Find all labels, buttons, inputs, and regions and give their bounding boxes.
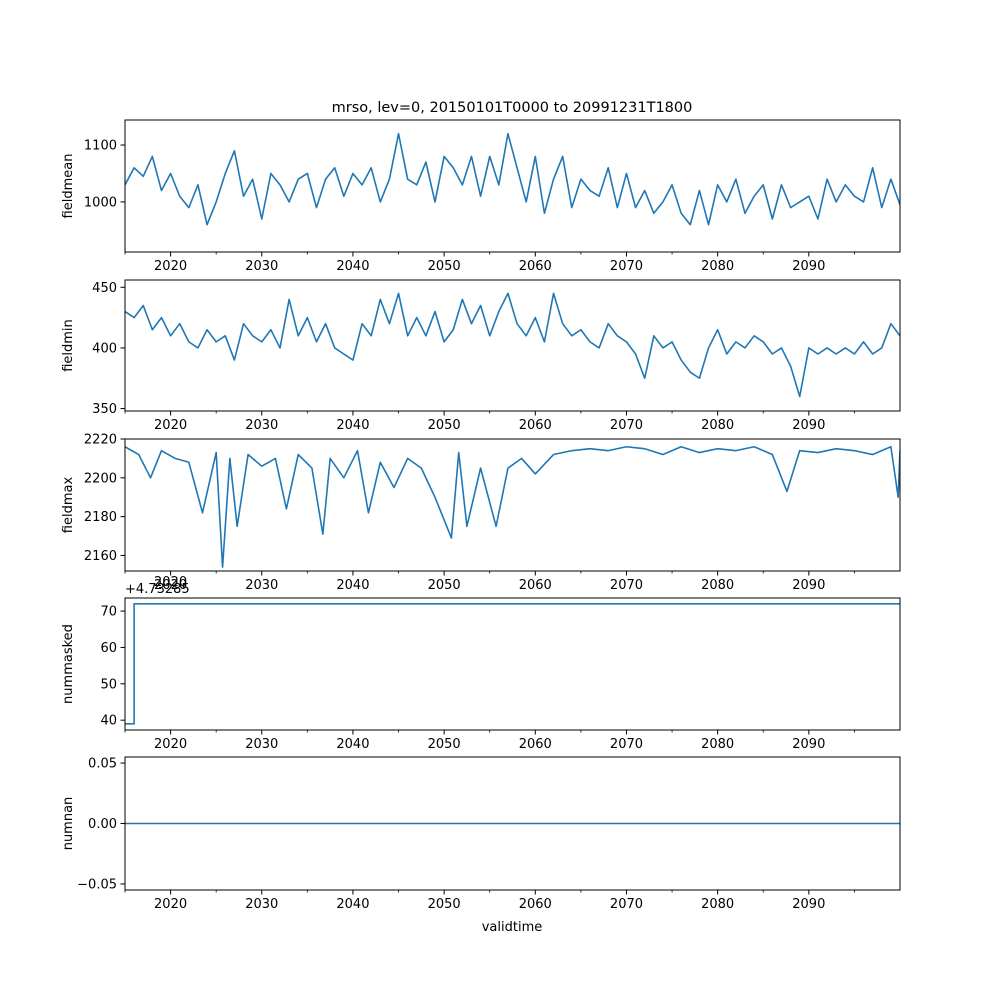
x-tick-label: 2050: [428, 897, 461, 912]
subplot-fieldmean: 2020 2030 2040 2050 2060 2070 2080 2090 1000 1100…: [61, 119, 901, 274]
x-tick-label: 2040: [336, 418, 369, 433]
y-axis-label: numnan: [61, 797, 76, 851]
y-tick-label: 2220: [84, 433, 117, 448]
subplots: 2020 2030 2040 2050 2060 2070 2080 2090 1000 1100…: [61, 119, 901, 912]
x-tick-label: 2080: [701, 897, 734, 912]
x-tick-label: 2030: [245, 418, 278, 433]
y-axis-label: fieldmin: [61, 319, 76, 372]
x-tick-label: 2090: [792, 259, 825, 274]
y-tick-label: 450: [92, 281, 117, 296]
x-tick-label: 2040: [336, 259, 369, 274]
subplot-fieldmin: 2020 2030 2040 2050 2060 2070 2080 2090 350 400 45…: [61, 279, 901, 433]
x-tick-label: 2030: [245, 897, 278, 912]
y-axis-label: fieldmax: [61, 477, 76, 534]
axes-frame: [124, 119, 901, 253]
x-tick-label: 2020: [154, 418, 187, 433]
x-tick-label: 2090: [792, 418, 825, 433]
y-tick-label: 60: [100, 641, 117, 656]
x-tick-label: 2050: [428, 578, 461, 593]
x-tick-label: 2080: [701, 418, 734, 433]
subplot-nummasked: 2020 2030 2040 2050 2060 2070 2080 2090 40 50 60 70…: [61, 575, 901, 752]
x-tick-label: 2020: [154, 737, 187, 752]
x-tick-label: 2020: [154, 259, 187, 274]
x-tick-label: 2050: [428, 259, 461, 274]
x-tick-label: 2070: [610, 259, 643, 274]
x-tick-label: 2040: [336, 897, 369, 912]
y-tick-label: 40: [100, 714, 117, 729]
x-tick-label: 2040: [336, 578, 369, 593]
y-offset-label: +4.73285: [125, 582, 190, 597]
x-tick-label: 2060: [519, 418, 552, 433]
y-tick-label: 2180: [84, 510, 117, 525]
x-tick-label: 2030: [245, 578, 278, 593]
series-line-nummasked: [125, 603, 900, 725]
x-tick-label: 2060: [519, 737, 552, 752]
x-tick-label: 2070: [610, 897, 643, 912]
series-line-fieldmean: [125, 132, 900, 226]
axes-frame: [124, 438, 901, 572]
x-tick-label: 2060: [519, 259, 552, 274]
x-tick-label: 2070: [610, 578, 643, 593]
y-tick-label: 2200: [84, 471, 117, 486]
x-tick-label: 2020: [154, 897, 187, 912]
x-tick-label: 2080: [701, 737, 734, 752]
y-tick-label: 50: [100, 677, 117, 692]
x-tick-label: 2080: [701, 578, 734, 593]
x-tick-label: 2060: [519, 578, 552, 593]
y-tick-label: 350: [92, 402, 117, 417]
y-tick-label: 0.05: [88, 757, 117, 772]
x-tick-label: 2060: [519, 897, 552, 912]
axes-frame: [124, 279, 901, 412]
x-axis-label: validtime: [482, 920, 543, 935]
x-tick-label: 2090: [792, 897, 825, 912]
subplot-numnan: 2020 2030 2040 2050 2060 2070 2080 2090 −0.05 0.0…: [61, 756, 901, 912]
y-tick-label: 70: [100, 605, 117, 620]
subplot-fieldmax: 2020 2030 2040 2050 2060 2070 2080 2090 2160 2180…: [61, 433, 901, 593]
y-tick-label: −0.05: [77, 877, 117, 892]
y-axis-label: fieldmean: [61, 154, 76, 219]
y-tick-label: 1000: [84, 195, 117, 210]
y-tick-label: 0.00: [88, 817, 117, 832]
x-tick-label: 2070: [610, 737, 643, 752]
y-tick-label: 2160: [84, 549, 117, 564]
axes-frame: [124, 597, 901, 731]
x-tick-label: 2020: [154, 578, 187, 593]
series-line-fieldmin: [125, 292, 900, 398]
overlapping-tick-label: 2020: [154, 575, 187, 590]
series-line-fieldmax: [125, 445, 900, 568]
y-tick-label: 1100: [84, 139, 117, 154]
x-tick-label: 2030: [245, 737, 278, 752]
y-tick-label: 400: [92, 341, 117, 356]
y-axis-label: nummasked: [61, 624, 76, 704]
x-tick-label: 2080: [701, 259, 734, 274]
x-tick-label: 2090: [792, 578, 825, 593]
x-tick-label: 2050: [428, 418, 461, 433]
figure-title: mrso, lev=0, 20150101T0000 to 20991231T1…: [332, 100, 693, 116]
x-tick-label: 2090: [792, 737, 825, 752]
x-tick-label: 2030: [245, 259, 278, 274]
x-tick-label: 2040: [336, 737, 369, 752]
x-tick-label: 2070: [610, 418, 643, 433]
x-tick-label: 2050: [428, 737, 461, 752]
